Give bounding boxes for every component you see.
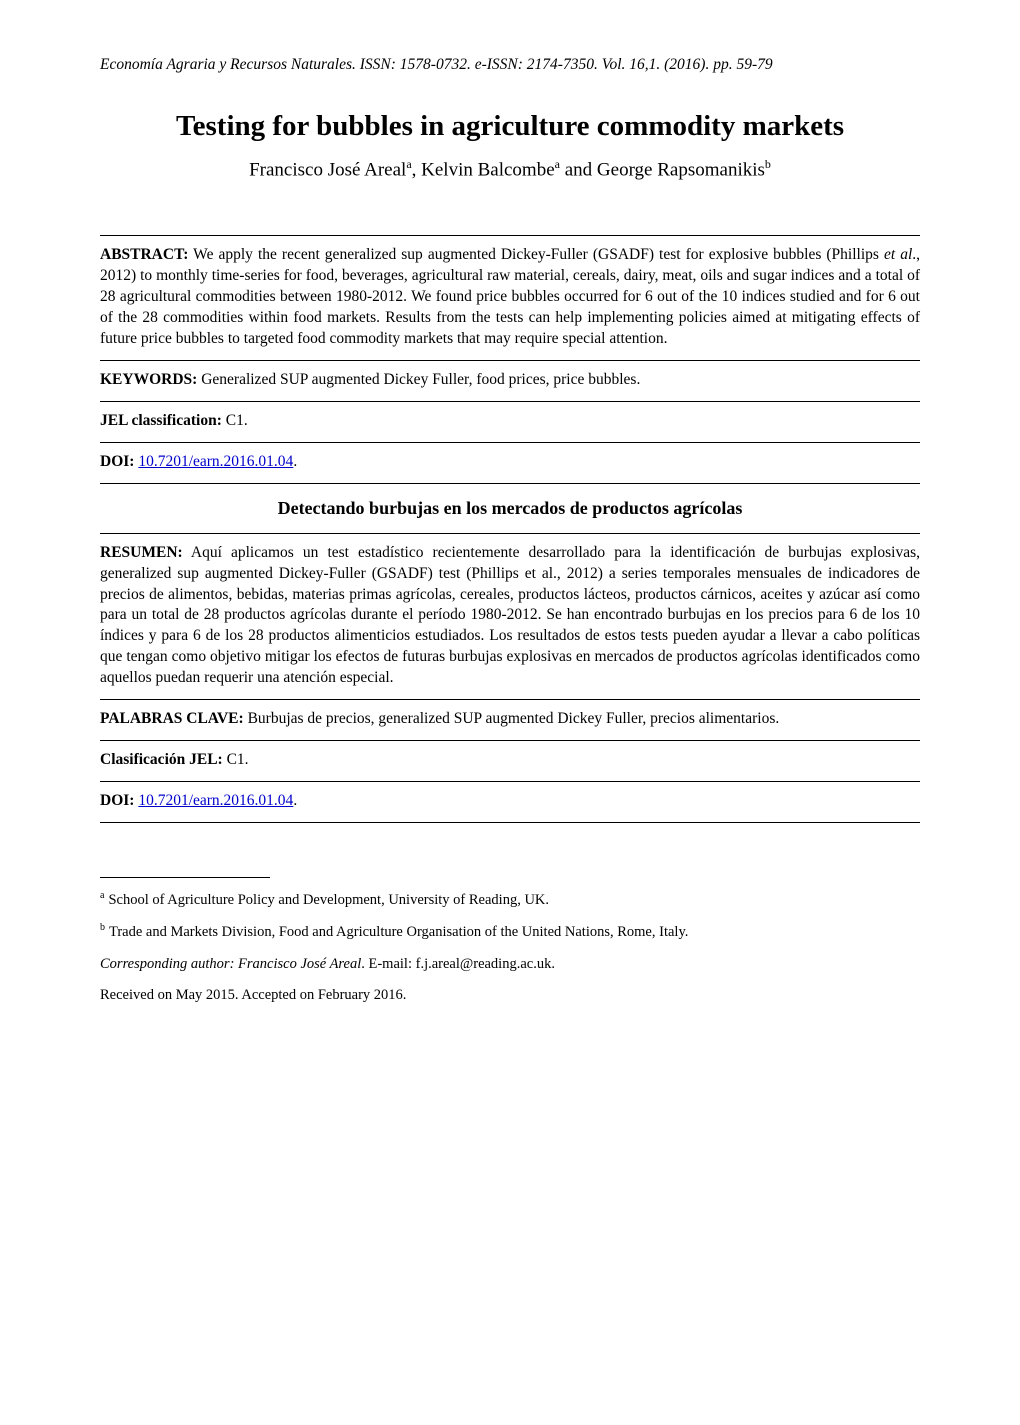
footnotes: a School of Agriculture Policy and Develo… (100, 888, 920, 1007)
journal-name: Economía Agraria y Recursos Naturales. I… (100, 56, 594, 73)
palabras-label: PALABRAS CLAVE: (100, 710, 244, 727)
abstract-text: We apply the recent generalized sup augm… (100, 246, 920, 347)
corresponding-label: Corresponding author: Francisco José Are… (100, 956, 361, 972)
footnotes-separator (100, 877, 270, 878)
received-line: Received on May 2015. Accepted on Februa… (100, 984, 920, 1006)
running-head-rest: . Vol. 16,1. (2016). pp. 59-79 (594, 56, 773, 73)
doi-trailing: . (293, 453, 297, 470)
doi-block-es: DOI: 10.7201/earn.2016.01.04. (100, 782, 920, 822)
jel-text: C1. (222, 412, 248, 429)
abstract-block: ABSTRACT: We apply the recent generalize… (100, 236, 920, 360)
footnote-b: b Trade and Markets Division, Food and Ag… (100, 920, 920, 943)
doi-link[interactable]: 10.7201/earn.2016.01.04 (138, 453, 293, 470)
doi-block-en: DOI: 10.7201/earn.2016.01.04. (100, 443, 920, 483)
doi-label: DOI: (100, 453, 134, 470)
palabras-text: Burbujas de precios, generalized SUP aug… (244, 710, 780, 727)
clasificacion-text: C1. (223, 751, 249, 768)
keywords-label: KEYWORDS: (100, 371, 197, 388)
rule (100, 822, 920, 823)
keywords-text: Generalized SUP augmented Dickey Fuller,… (197, 371, 640, 388)
corresponding-rest: . E-mail: f.j.areal@reading.ac.uk. (361, 956, 555, 972)
spanish-title: Detectando burbujas en los mercados de p… (100, 484, 920, 533)
resumen-label: RESUMEN: (100, 544, 183, 561)
palabras-block: PALABRAS CLAVE: Burbujas de precios, gen… (100, 700, 920, 740)
article-title: Testing for bubbles in agriculture commo… (100, 110, 920, 143)
corresponding-author: Corresponding author: Francisco José Are… (100, 953, 920, 975)
clasificacion-label: Clasificación JEL: (100, 751, 223, 768)
keywords-block: KEYWORDS: Generalized SUP augmented Dick… (100, 361, 920, 401)
running-head: Economía Agraria y Recursos Naturales. I… (100, 56, 920, 74)
jel-label: JEL classification: (100, 412, 222, 429)
doi-label: DOI: (100, 792, 134, 809)
footnote-marker: a (100, 890, 104, 901)
jel-block: JEL classification: C1. (100, 402, 920, 442)
footnote-text: Trade and Markets Division, Food and Agr… (109, 924, 688, 940)
abstract-label: ABSTRACT: (100, 246, 188, 263)
resumen-text: Aquí aplicamos un test estadístico recie… (100, 544, 920, 687)
author-line: Francisco José Areala, Kelvin Balcombea … (100, 157, 920, 181)
doi-trailing: . (293, 792, 297, 809)
resumen-block: RESUMEN: Aquí aplicamos un test estadíst… (100, 534, 920, 699)
footnote-marker: b (100, 922, 105, 933)
footnote-a: a School of Agriculture Policy and Develo… (100, 888, 920, 911)
footnote-text: School of Agriculture Policy and Develop… (108, 892, 549, 908)
doi-link[interactable]: 10.7201/earn.2016.01.04 (138, 792, 293, 809)
page-root: Economía Agraria y Recursos Naturales. I… (0, 0, 1020, 1425)
clasificacion-block: Clasificación JEL: C1. (100, 741, 920, 781)
